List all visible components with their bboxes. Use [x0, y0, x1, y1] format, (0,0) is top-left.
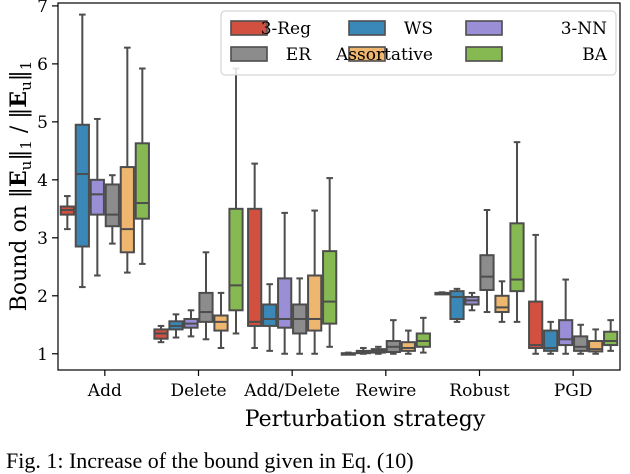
legend-swatch: [465, 46, 503, 62]
y-axis-title: Bound on ‖Eu‖1 / ‖Eu‖1: [6, 61, 35, 312]
box: [479, 254, 495, 291]
legend-label: 3-Reg: [261, 19, 311, 39]
box: [307, 274, 323, 332]
x-tick-label: Robust: [449, 381, 510, 401]
y-tick-label: 4: [37, 171, 48, 191]
x-tick-label: Delete: [170, 381, 226, 401]
y-tick-label: 5: [37, 113, 48, 133]
x-tick-label: PGD: [554, 381, 593, 401]
y-tick-label: 6: [37, 55, 48, 75]
series-ba: [134, 67, 619, 354]
legend-swatch: [348, 20, 386, 36]
box: [573, 335, 589, 352]
box: [603, 330, 619, 347]
legend-label: ER: [286, 45, 312, 65]
y-axis: 1 2 3 4 5 6 7: [37, 0, 58, 365]
x-tick-label: Add: [87, 381, 122, 401]
legend-frame: [220, 10, 617, 76]
box: [247, 207, 263, 327]
box: [228, 207, 244, 312]
legend-label: BA: [582, 45, 607, 65]
series-3-nn: [89, 117, 574, 355]
box: [543, 329, 559, 352]
box: [322, 250, 338, 325]
x-tick-label: Add/Delete: [243, 381, 340, 401]
legend-label: Assortative: [335, 45, 433, 65]
legend-label: WS: [404, 19, 433, 39]
y-tick-label: 7: [37, 0, 48, 17]
plot-area: [57, 2, 621, 371]
series-3-reg: [59, 162, 544, 356]
x-axis-title: Perturbation strategy: [245, 407, 486, 432]
box: [119, 166, 135, 254]
x-tick-label: Rewire: [355, 381, 416, 401]
box: [588, 340, 604, 353]
figure-caption: Fig. 1: Increase of the bound given in E…: [6, 448, 414, 473]
box: [400, 341, 416, 352]
box: [509, 222, 525, 293]
plot-frame: [57, 2, 621, 371]
legend-swatch: [465, 20, 503, 36]
legend-swatch: [348, 46, 386, 62]
box: [134, 142, 150, 220]
box: [213, 314, 229, 332]
box-plot-chart: 1 2 3 4 5 6 7 Add Delete Add/Delete Rewire Robust P…: [6, 0, 621, 432]
series-assortative: [119, 46, 604, 355]
box: [262, 303, 278, 327]
box: [104, 183, 120, 228]
box: [89, 178, 105, 216]
y-tick-label: 1: [37, 345, 48, 365]
y-tick-label: 3: [37, 229, 48, 249]
box: [494, 294, 510, 314]
box: [277, 277, 293, 329]
series-er: [104, 174, 589, 355]
box: [74, 123, 90, 248]
box: [449, 290, 465, 320]
box: [528, 300, 544, 349]
legend: 3-Reg WS 3-NN ER Assortative BA: [220, 10, 617, 76]
box: [558, 319, 574, 347]
legend-swatch: [230, 46, 268, 62]
series-ws: [74, 13, 559, 355]
legend-swatch: [230, 20, 268, 36]
y-tick-label: 2: [37, 287, 48, 307]
box: [198, 291, 214, 323]
legend-label: 3-NN: [561, 19, 607, 39]
x-axis: Add Delete Add/Delete Rewire Robust PGD: [87, 370, 593, 401]
